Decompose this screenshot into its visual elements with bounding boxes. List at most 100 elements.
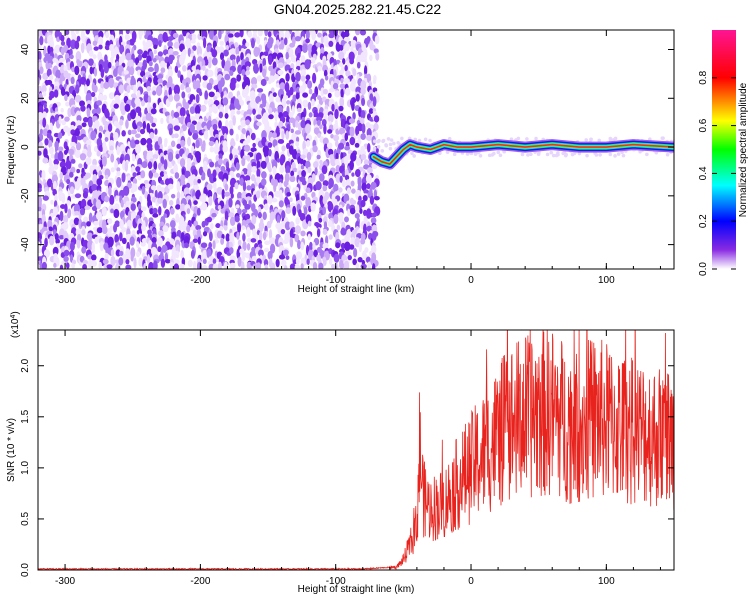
heatmap-cell — [113, 46, 119, 57]
heatmap-cell — [267, 194, 273, 205]
heatmap-cell — [130, 109, 137, 120]
heatmap-cell — [347, 254, 352, 261]
heatmap-cell — [363, 189, 369, 194]
heatmap-cell — [261, 171, 267, 179]
heatmap-cell — [48, 226, 53, 232]
heatmap-cell — [130, 40, 135, 46]
heatmap-cell — [161, 244, 168, 253]
heatmap-cell — [239, 99, 244, 106]
heatmap-cell — [217, 158, 223, 166]
heatmap-cell — [299, 212, 306, 222]
heatmap-cell — [241, 225, 246, 230]
heatmap-cell — [339, 69, 344, 77]
heatmap-cell — [262, 51, 270, 57]
heatmap-cell — [212, 240, 216, 250]
heatmap-cell — [80, 105, 86, 112]
heatmap-cell — [175, 217, 179, 223]
heatmap-cell — [327, 220, 333, 227]
heatmap-cell — [265, 101, 270, 111]
heatmap-cell — [339, 83, 346, 89]
heatmap-cell — [87, 259, 93, 269]
heatmap-cell — [246, 109, 253, 116]
heatmap-cell — [157, 246, 162, 253]
heatmap-cell — [372, 79, 377, 85]
heatmap-cell — [230, 30, 236, 34]
bottom-y-tick-label: 0.5 — [20, 512, 31, 526]
heatmap-cell — [187, 136, 191, 147]
heatmap-cell — [110, 255, 116, 267]
heatmap-cell — [330, 134, 334, 139]
heatmap-cell — [211, 212, 217, 218]
heatmap-cell — [82, 264, 88, 269]
heatmap-cell — [228, 212, 235, 218]
heatmap-cell — [304, 59, 311, 70]
heatmap-cell — [38, 247, 43, 254]
heatmap-cell — [438, 151, 442, 156]
heatmap-cell — [255, 262, 262, 269]
heatmap-cell — [146, 151, 151, 162]
heatmap-cell — [305, 187, 311, 194]
heatmap-cell — [365, 174, 372, 184]
heatmap-cell — [266, 40, 273, 49]
heatmap-cell — [246, 242, 251, 251]
heatmap-cell — [100, 81, 104, 91]
heatmap-cell — [333, 253, 340, 263]
top-y-tick-label: 40 — [20, 44, 31, 56]
multiplier-exponent: 4 — [10, 315, 17, 319]
heatmap-cell — [153, 44, 158, 50]
heatmap-cell — [360, 146, 366, 152]
heatmap-cell — [152, 213, 159, 218]
heatmap-cell — [75, 30, 80, 35]
heatmap-cell — [276, 214, 281, 225]
heatmap-cell — [247, 168, 252, 178]
heatmap-cell — [412, 154, 416, 158]
heatmap-cell — [48, 95, 53, 101]
heatmap-cell — [48, 74, 54, 81]
heatmap-cell — [74, 210, 80, 216]
heatmap-cell — [215, 91, 220, 99]
heatmap-cell — [584, 138, 589, 142]
heatmap-cell — [168, 127, 173, 136]
heatmap-cell — [348, 51, 355, 62]
heatmap-cell — [74, 128, 80, 137]
heatmap-cell — [354, 212, 360, 219]
heatmap-cell — [74, 40, 80, 50]
heatmap-cell — [50, 153, 55, 159]
heatmap-cell — [93, 198, 97, 207]
heatmap-cell — [316, 228, 321, 238]
heatmap-cell — [366, 134, 373, 141]
heatmap-cell — [196, 207, 201, 216]
heatmap-cell — [167, 40, 173, 48]
heatmap-cell — [52, 188, 57, 196]
top-y-tick-label: 20 — [20, 92, 31, 104]
heatmap-cell — [43, 45, 47, 57]
heatmap-cell — [61, 193, 66, 204]
heatmap-cell — [190, 249, 195, 259]
heatmap-cell — [344, 145, 351, 151]
heatmap-cell — [252, 142, 256, 148]
heatmap-cell — [222, 126, 229, 137]
heatmap-cell — [85, 157, 92, 165]
heatmap-cell — [186, 224, 191, 233]
y-multiplier-label: (x104) — [10, 311, 22, 338]
heatmap-cell — [225, 44, 229, 51]
heatmap-cell — [101, 156, 107, 167]
top-y-tick-label: -20 — [20, 188, 31, 203]
heatmap-cell — [289, 263, 296, 269]
heatmap-cell — [295, 141, 300, 147]
heatmap-cell — [113, 68, 118, 78]
heatmap-cell — [312, 145, 318, 153]
heatmap-cell — [284, 221, 291, 231]
heatmap-cell — [348, 118, 356, 124]
heatmap-cell — [110, 208, 114, 214]
heatmap-cell — [236, 173, 241, 178]
heatmap-cell — [156, 237, 163, 247]
heatmap-cell — [197, 33, 202, 40]
heatmap-cell — [108, 77, 115, 89]
heatmap-cell — [246, 180, 251, 186]
heatmap-cell — [381, 139, 385, 144]
heatmap-cell — [119, 156, 123, 164]
heatmap-cell — [169, 199, 174, 206]
heatmap-cell — [665, 152, 670, 157]
heatmap-cell — [42, 128, 48, 137]
